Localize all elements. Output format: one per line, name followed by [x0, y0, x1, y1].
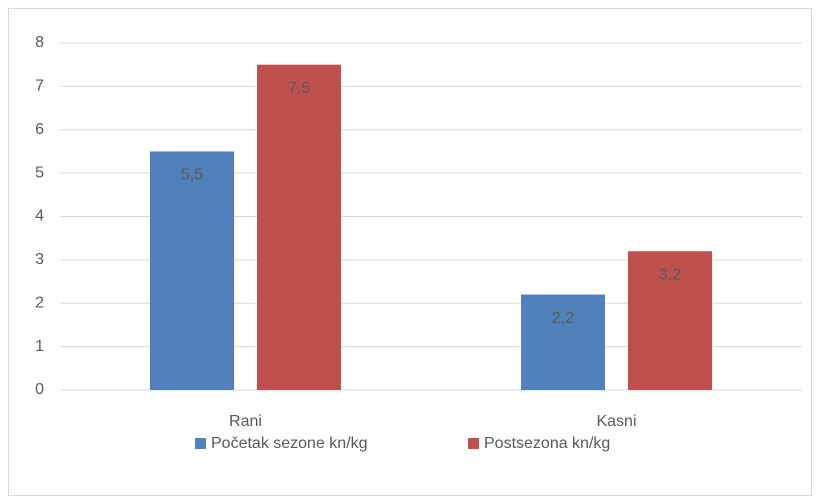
- legend-swatch: [195, 438, 206, 449]
- data-label: 2,2: [552, 310, 574, 327]
- y-tick-label: 8: [35, 34, 44, 51]
- data-label: 3,2: [659, 266, 681, 283]
- bar: [150, 151, 234, 390]
- y-tick-label: 2: [35, 294, 44, 311]
- bar: [628, 251, 712, 390]
- y-tick-label: 6: [35, 121, 44, 138]
- y-tick-label: 3: [35, 251, 44, 268]
- y-tick-label: 0: [35, 381, 44, 398]
- y-tick-label: 5: [35, 164, 44, 181]
- data-label: 7,5: [288, 80, 310, 97]
- x-tick-label: Kasni: [596, 413, 636, 430]
- bar: [257, 64, 341, 390]
- y-tick-label: 4: [35, 208, 44, 225]
- x-tick-label: Rani: [229, 413, 262, 430]
- legend-swatch: [468, 438, 479, 449]
- y-tick-label: 1: [35, 338, 44, 355]
- y-tick-label: 7: [35, 78, 44, 95]
- bar: [521, 294, 605, 390]
- data-label: 5,5: [181, 167, 203, 184]
- legend-label: Postsezona kn/kg: [484, 435, 610, 452]
- legend-label: Početak sezone kn/kg: [211, 435, 368, 452]
